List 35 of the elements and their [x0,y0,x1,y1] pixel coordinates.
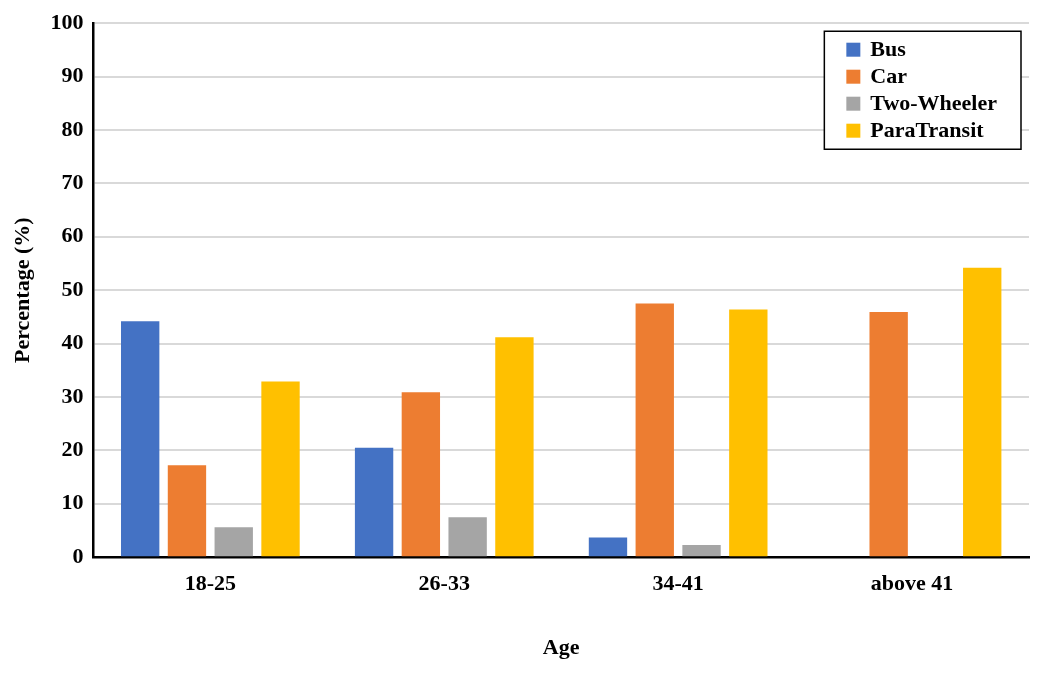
x-tick-label: 18-25 [184,570,237,596]
bar [167,465,207,557]
legend-label: ParaTransit [870,117,985,143]
bar [495,337,534,557]
bar [869,312,908,557]
y-tick-label: 30 [61,382,84,408]
bar [682,544,721,557]
y-tick-label: 100 [50,8,84,34]
bar [448,517,487,557]
bar [588,537,628,557]
y-tick-label: 70 [61,169,84,195]
y-tick-label: 10 [61,489,84,515]
bar [214,527,253,557]
y-tick-label: 50 [61,275,84,301]
bar [729,309,768,557]
x-tick-label: 26-33 [418,570,470,596]
x-tick-label: 34-41 [652,570,704,596]
y-tick-label: 40 [61,329,84,355]
bar [401,392,441,557]
x-axis-title: Age [542,634,580,660]
bar [261,381,300,557]
bar [121,321,160,557]
y-tick-label: 20 [61,436,84,462]
x-tick-label: above 41 [870,570,954,596]
bar [354,447,394,557]
y-tick-label: 0 [72,542,84,568]
bar [635,303,674,557]
legend-label: Car [870,63,908,89]
y-axis-title: Percentage (%) [8,217,34,363]
y-tick-label: 90 [61,62,84,88]
y-tick-label: 80 [61,115,84,141]
legend-label: Two-Wheeler [870,90,998,116]
legend-label: Bus [870,36,907,62]
y-tick-label: 60 [61,222,84,248]
bar [963,267,1002,557]
